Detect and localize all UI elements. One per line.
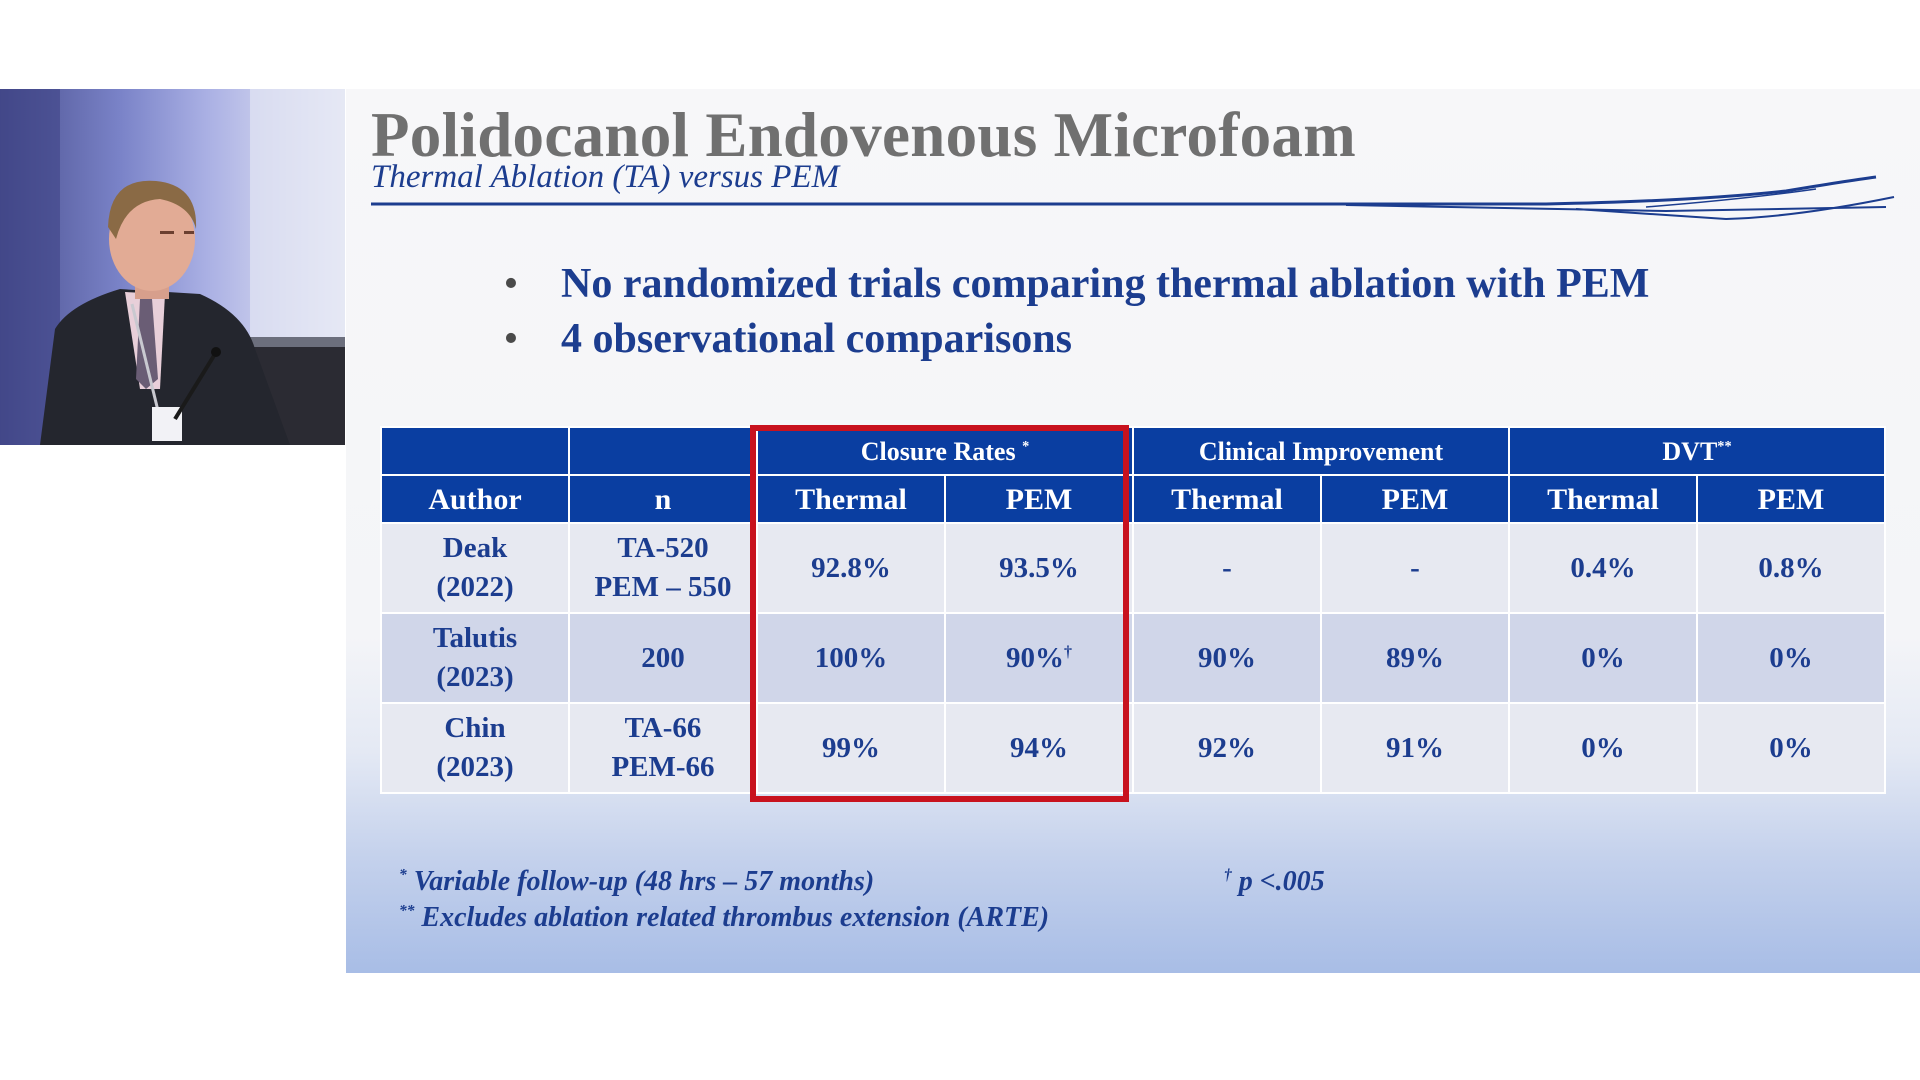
cell-clinical-pem: 89% xyxy=(1320,612,1510,704)
footnote-dvt: ** Excludes ablation related thrombus ex… xyxy=(399,902,1050,933)
column-header-clinical-thermal: Thermal xyxy=(1132,474,1322,524)
cell-n: TA-520 PEM – 550 xyxy=(568,522,758,614)
table-row: Talutis (2023) 200 100% 90%† 90% 89% 0% 0… xyxy=(380,612,1886,704)
column-header-closure-thermal: Thermal xyxy=(756,474,946,524)
cell-clinical-thermal: 92% xyxy=(1132,702,1322,794)
bullet-marker: • xyxy=(503,261,519,307)
cell-dvt-thermal: 0.4% xyxy=(1508,522,1698,614)
cell-clinical-thermal: - xyxy=(1132,522,1322,614)
table-header-dvt: DVT** xyxy=(1508,426,1886,476)
bullet-marker: • xyxy=(503,316,519,362)
bullet-text: No randomized trials comparing thermal a… xyxy=(561,261,1650,307)
cell-closure-thermal: 100% xyxy=(756,612,946,704)
cell-closure-pem: 94% xyxy=(944,702,1134,794)
cell-dvt-pem: 0% xyxy=(1696,612,1886,704)
slide-title: Polidocanol Endovenous Microfoam xyxy=(371,100,1356,170)
table-header-closure-rates: Closure Rates * xyxy=(756,426,1134,476)
footnote-follow-up: * Variable follow-up (48 hrs – 57 months… xyxy=(399,866,875,897)
cell-closure-thermal: 92.8% xyxy=(756,522,946,614)
column-header-closure-pem: PEM xyxy=(944,474,1134,524)
cell-dvt-thermal: 0% xyxy=(1508,612,1698,704)
cell-author: Chin (2023) xyxy=(380,702,570,794)
bullet-item: • 4 observational comparisons xyxy=(501,312,1649,367)
cell-dvt-thermal: 0% xyxy=(1508,702,1698,794)
table-header-empty xyxy=(380,426,570,476)
slide-subtitle: Thermal Ablation (TA) versus PEM xyxy=(371,159,840,195)
bullet-list: • No randomized trials comparing thermal… xyxy=(501,257,1650,367)
column-header-clinical-pem: PEM xyxy=(1320,474,1510,524)
cell-closure-pem: 90%† xyxy=(944,612,1134,704)
table-header-clinical-improvement: Clinical Improvement xyxy=(1132,426,1510,476)
cell-n: TA-66 PEM-66 xyxy=(568,702,758,794)
cell-closure-pem: 93.5% xyxy=(944,522,1134,614)
column-header-n: n xyxy=(568,474,758,524)
cell-clinical-thermal: 90% xyxy=(1132,612,1322,704)
bullet-item: • No randomized trials comparing thermal… xyxy=(501,257,1650,312)
cell-clinical-pem: - xyxy=(1320,522,1510,614)
table-header-empty xyxy=(568,426,758,476)
table-row: Chin (2023) TA-66 PEM-66 99% 94% 92% 91% 0… xyxy=(380,702,1886,794)
column-header-author: Author xyxy=(380,474,570,524)
table-row: Deak (2022) TA-520 PEM – 550 92.8% 93.5% -… xyxy=(380,522,1886,614)
cell-closure-thermal: 99% xyxy=(756,702,946,794)
cell-n: 200 xyxy=(568,612,758,704)
cell-clinical-pem: 91% xyxy=(1320,702,1510,794)
cell-author: Talutis (2023) xyxy=(380,612,570,704)
cell-author: Deak (2022) xyxy=(380,522,570,614)
table-group-header-row: Closure Rates * Clinical Improvement DVT… xyxy=(380,426,1886,476)
cell-dvt-pem: 0.8% xyxy=(1696,522,1886,614)
presentation-slide: Polidocanol Endovenous Microfoam Thermal… xyxy=(346,89,1920,973)
title-underline-swoosh xyxy=(371,175,1895,221)
footnote-p-value: † p <.005 xyxy=(1224,866,1325,897)
speaker-video-inset xyxy=(0,89,345,445)
cell-dvt-pem: 0% xyxy=(1696,702,1886,794)
column-header-dvt-pem: PEM xyxy=(1696,474,1886,524)
bullet-text: 4 observational comparisons xyxy=(561,316,1073,362)
footnotes: * Variable follow-up (48 hrs – 57 months… xyxy=(399,864,1049,936)
speaker-figure xyxy=(0,89,345,445)
column-header-dvt-thermal: Thermal xyxy=(1508,474,1698,524)
table-column-header-row: Author n Thermal PEM Thermal PEM Thermal… xyxy=(380,474,1886,524)
comparison-table: Closure Rates * Clinical Improvement DVT… xyxy=(380,426,1886,794)
